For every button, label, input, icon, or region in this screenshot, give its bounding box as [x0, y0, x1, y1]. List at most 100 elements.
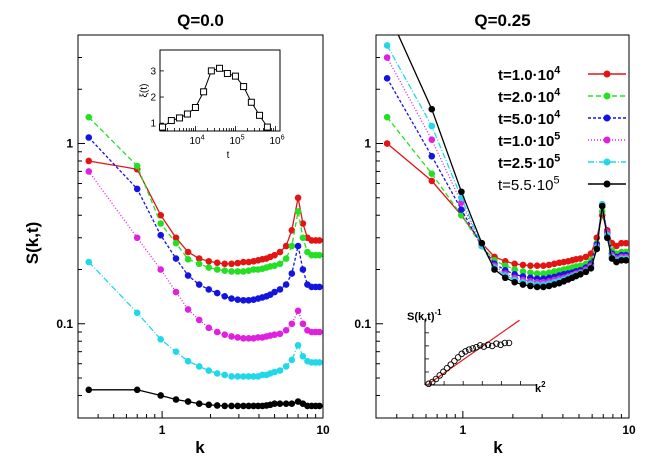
- left-series-1-point: [276, 260, 284, 268]
- inset-xi-point: [167, 117, 175, 125]
- inset-ornstein-point: [462, 348, 469, 355]
- left-series-5-point: [133, 386, 141, 394]
- left-series-2-point: [288, 270, 296, 277]
- left-series-0-point: [316, 237, 323, 244]
- left-series-1-point: [288, 242, 296, 250]
- left-series-4-point: [271, 368, 278, 376]
- right-series-1-point: [501, 262, 509, 269]
- left-xlabel: k: [195, 438, 205, 457]
- legend-label: t=1.0·104: [498, 64, 560, 84]
- left-series-5-point: [282, 400, 290, 408]
- left-x-tick-label: 10: [316, 423, 330, 437]
- left-series-3-point: [172, 288, 180, 296]
- left-series-0-point: [294, 194, 302, 202]
- left-series-4-point: [250, 373, 257, 380]
- left-series-5-point: [205, 401, 213, 409]
- right-series-5-point: [519, 281, 527, 288]
- right-x-tick-label: 10: [622, 423, 636, 437]
- inset-xi-y-tick-label: 1: [150, 119, 156, 130]
- left-series-1-point: [294, 208, 302, 215]
- left-series-3-point: [221, 331, 229, 338]
- inset-xi-point: [247, 98, 255, 106]
- right-xlabel: k: [493, 438, 503, 457]
- left-series-5-point: [250, 402, 257, 410]
- inset-xi-point: [176, 114, 184, 122]
- left-series-1-point: [157, 220, 165, 227]
- left-series-5-point: [221, 402, 229, 410]
- inset-xi: 104 105 106 1 2 3 t ξ(t): [139, 49, 285, 161]
- inset-xi-x-tick-label: 106: [269, 133, 284, 148]
- right-series-0-point: [527, 262, 534, 269]
- right-series-0-point: [550, 260, 558, 268]
- right-series-5-point: [577, 271, 584, 278]
- right-series-2-point: [458, 206, 465, 213]
- inset-ornstein-point: [451, 357, 458, 365]
- right-series-5-point: [622, 256, 629, 264]
- right-series-5-point: [603, 234, 611, 242]
- right-series-5-point: [478, 239, 486, 247]
- left-series-0-point: [221, 260, 229, 268]
- right-series-5-point: [582, 268, 590, 276]
- left-series-0-point: [271, 251, 278, 259]
- left-series-0-point: [240, 258, 247, 266]
- left-series-5-point: [316, 402, 323, 410]
- right-series-0-point: [582, 253, 590, 261]
- left-series-3-point: [228, 333, 235, 340]
- right-x-tick-label: 1: [460, 423, 467, 437]
- left-series-3-point: [184, 306, 192, 313]
- left-series-3-point: [271, 331, 278, 338]
- left-series-4-point: [276, 367, 284, 374]
- right-series-0-point: [622, 239, 629, 247]
- left-series-group: [85, 113, 323, 410]
- inset-ornstein-fit-line: [426, 319, 520, 386]
- inset-ornstein-xlabel: k2: [535, 380, 546, 395]
- inset-ornstein-point: [505, 339, 513, 347]
- left-series-1-point: [85, 113, 93, 121]
- left-series-1-point: [250, 266, 257, 273]
- inset-ornstein-point: [436, 372, 443, 379]
- legend-marker: [603, 114, 611, 122]
- right-series-5-point: [545, 282, 553, 290]
- legend-marker: [603, 92, 611, 100]
- left-series-2-point: [271, 288, 278, 296]
- inset-xi-point: [183, 110, 191, 118]
- left-series-1-point: [234, 268, 242, 275]
- left-series-2-point: [245, 296, 252, 304]
- inset-xi-point: [223, 70, 231, 78]
- right-series-2-point: [383, 75, 391, 82]
- right-series-5-point: [428, 105, 436, 113]
- left-series-5-point: [276, 400, 284, 408]
- left-series-4-point: [172, 348, 180, 355]
- inset-xi-point: [231, 72, 239, 80]
- left-series-4-point: [195, 363, 203, 370]
- left-series-0-point: [172, 234, 180, 242]
- inset-xi-xlabel: t: [227, 150, 230, 161]
- left-series-2-point: [184, 272, 192, 279]
- right-series-1-point: [383, 113, 391, 121]
- left-series-0-point: [299, 220, 307, 227]
- figure-ylabel: S(k,t): [23, 222, 42, 265]
- legend-marker: [603, 136, 611, 144]
- left-series-0-point: [276, 248, 284, 256]
- left-series-5-point: [271, 400, 278, 408]
- left-series-1-point: [133, 162, 141, 170]
- inset-xi-point: [263, 123, 271, 131]
- right-series-3-point: [428, 136, 436, 143]
- left-series-0-point: [157, 211, 165, 219]
- left-series-0-point: [234, 259, 242, 267]
- left-series-4-point: [294, 341, 302, 349]
- inset-xi-point: [191, 103, 199, 111]
- left-series-2-point: [195, 281, 203, 288]
- inset-ornstein-point: [493, 340, 500, 347]
- right-series-1-point: [458, 211, 465, 219]
- inset-ornstein-point: [465, 346, 473, 353]
- left-series-3-point: [316, 328, 323, 336]
- left-series-0-point: [282, 242, 290, 250]
- left-series-5-point: [240, 402, 247, 410]
- right-series-0-point: [577, 255, 584, 262]
- left-series-5-point: [85, 386, 93, 394]
- inset-ornstein-point: [476, 342, 484, 349]
- left-series-1-point: [184, 255, 192, 263]
- inset-ornstein-point: [501, 339, 509, 347]
- left-series-0-point: [205, 258, 213, 265]
